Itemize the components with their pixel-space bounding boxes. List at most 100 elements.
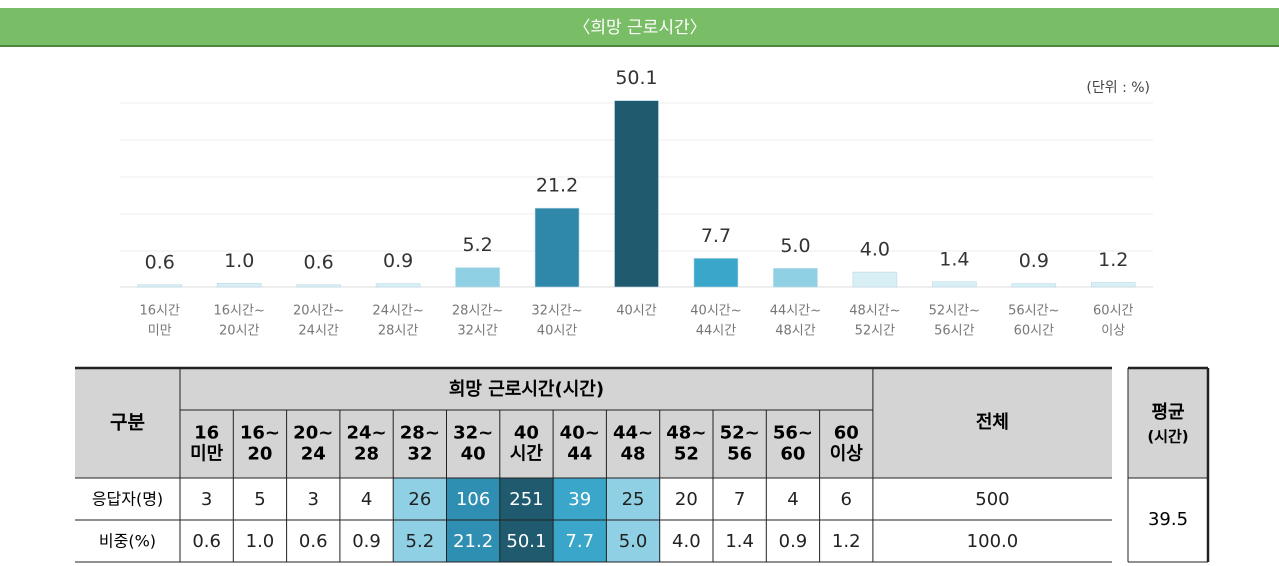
table-cell: 20 [675, 489, 698, 510]
table-cell: 3 [201, 489, 212, 510]
column-header: 60 [780, 444, 805, 465]
cell-highlight [606, 478, 660, 520]
column-header: 16 [194, 423, 219, 444]
x-tick-label: 56시간~ [1008, 304, 1059, 319]
x-tick-label: 60시간 [1014, 324, 1055, 339]
table-cell: 0.6 [192, 531, 221, 552]
x-tick-label: 52시간 [855, 324, 896, 339]
column-header: 52 [674, 444, 699, 465]
avg-header-bg [1128, 368, 1208, 478]
column-header: 40 [461, 444, 486, 465]
cell-highlight [499, 520, 554, 562]
value-label: 5.0 [780, 235, 810, 257]
column-header: 56 [727, 444, 752, 465]
column-header: 32 [407, 444, 432, 465]
column-header: 48 [621, 444, 646, 465]
table-cell: 4 [361, 489, 372, 510]
x-tick-label: 24시간~ [372, 304, 423, 319]
column-header: 24 [301, 444, 326, 465]
column-header: 40~ [560, 423, 600, 444]
chart-title: 〈희망 근로시간〉 [573, 18, 706, 38]
column-header: 16~ [240, 423, 280, 444]
table-cell: 3 [308, 489, 319, 510]
row-label: 응답자(명) [92, 490, 163, 509]
value-label: 1.2 [1098, 249, 1128, 271]
column-header: 미만 [190, 444, 224, 465]
bar [773, 268, 818, 288]
table-header-bg [75, 368, 1112, 478]
table-cell: 0.9 [779, 531, 808, 552]
value-label: 0.6 [145, 251, 175, 273]
bar [534, 207, 580, 288]
bar [137, 284, 183, 288]
column-header: 60 [834, 423, 859, 444]
table-cell: 0.9 [352, 531, 381, 552]
bar [1090, 282, 1136, 288]
unit-label: (단위 : %) [1086, 80, 1150, 96]
table-cell: 4.0 [672, 531, 701, 552]
value-label: 5.2 [462, 234, 492, 256]
bar [932, 281, 977, 288]
table-cell: 26 [408, 489, 431, 510]
x-tick-label: 56시간 [934, 324, 975, 339]
table-cell: 0.6 [299, 531, 328, 552]
table-cell: 7.7 [565, 531, 594, 552]
value-label: 7.7 [701, 225, 731, 247]
column-header: 44~ [613, 423, 653, 444]
column-header: 32~ [453, 423, 493, 444]
bar [693, 258, 739, 288]
x-tick-label: 32시간 [457, 324, 498, 339]
column-header: 24~ [346, 423, 386, 444]
column-header: 이상 [830, 444, 864, 465]
avg-value: 39.5 [1148, 509, 1188, 530]
x-tick-label: 24시간 [298, 324, 339, 339]
column-header: 전체 [976, 412, 1009, 433]
x-tick-label: 48시간 [775, 324, 816, 339]
bar [852, 271, 898, 288]
table-group: 희망 근로시간(시간) [449, 379, 604, 400]
table-cell: 500 [975, 489, 1009, 510]
table-cell: 25 [622, 489, 645, 510]
bar [296, 284, 341, 288]
avg-header: 평균 [1151, 402, 1184, 423]
x-tick-label: 32시간~ [531, 304, 582, 319]
cell-highlight [393, 478, 447, 520]
table-cell: 50.1 [506, 531, 546, 552]
avg-header: (시간) [1147, 428, 1188, 446]
cell-highlight [393, 520, 447, 562]
table-cell: 6 [841, 489, 852, 510]
cell-highlight [499, 478, 554, 520]
column-header: 시간 [510, 444, 544, 465]
column-header: 56~ [773, 423, 813, 444]
column-header: 20 [247, 444, 272, 465]
table-cell: 5.0 [619, 531, 648, 552]
bar [375, 283, 421, 288]
bar [455, 267, 500, 288]
x-tick-label: 20시간 [219, 324, 260, 339]
table-cell: 5.2 [406, 531, 435, 552]
value-label: 1.0 [224, 250, 254, 272]
cell-highlight [606, 520, 660, 562]
cell-highlight [553, 520, 607, 562]
bar [216, 282, 262, 288]
value-label: 4.0 [860, 239, 890, 261]
x-tick-label: 28시간~ [452, 304, 503, 319]
value-label: 0.6 [304, 251, 334, 273]
table-cell: 1.2 [832, 531, 861, 552]
table-cell: 4 [787, 489, 798, 510]
x-tick-label: 20시간~ [293, 304, 344, 319]
column-header: 20~ [293, 423, 333, 444]
column-header: 40 [514, 423, 539, 444]
column-header: 28 [354, 444, 379, 465]
cell-highlight [553, 478, 607, 520]
x-tick-label: 44시간~ [770, 304, 821, 319]
value-label: 0.9 [383, 250, 413, 272]
table-corner: 구분 [110, 412, 145, 434]
table-cell: 1.0 [246, 531, 275, 552]
x-tick-label: 40시간 [616, 304, 657, 319]
x-tick-label: 28시간 [378, 324, 419, 339]
row-label: 비중(%) [99, 532, 156, 551]
table-cell: 21.2 [453, 531, 493, 552]
table-cell: 7 [734, 489, 745, 510]
